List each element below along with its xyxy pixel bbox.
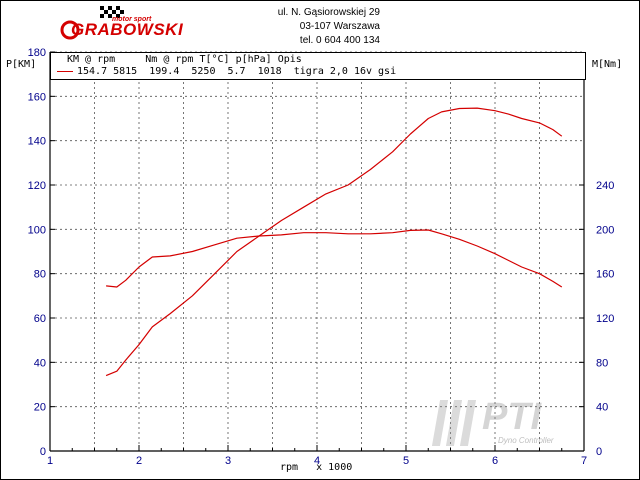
chart-tick-labels: 1 2 3 4 5 6 7020406080100120140160180040801201… (28, 47, 615, 467)
legend-entry-text: 154.7 5815 199.4 5250 5.7 1018 tigra 2,0… (77, 66, 397, 77)
company-logo: motor sport GRABOWSKI (60, 6, 200, 46)
watermark-subtitle: Dyno Controller (498, 436, 554, 445)
y-right-tick-label: 40 (596, 402, 608, 414)
y-left-tick-label: 180 (28, 47, 46, 59)
x-tick-label: 2 (136, 455, 142, 467)
x-tick-label: 5 (403, 455, 409, 467)
legend-entry: 154.7 5815 199.4 5250 5.7 1018 tigra 2,0… (57, 66, 396, 77)
y-axis-left-label: P[KM] (6, 59, 36, 70)
x-tick-label: 4 (314, 455, 320, 467)
y-right-tick-label: 160 (596, 269, 614, 281)
torque-curve (106, 229, 563, 288)
y-left-tick-label: 0 (40, 446, 46, 458)
legend-swatch (57, 70, 73, 72)
y-left-tick-label: 120 (28, 180, 46, 192)
y-left-tick-label: 80 (34, 269, 46, 281)
y-axis-right-label: M[Nm] (592, 59, 622, 70)
chart-axes (49, 51, 585, 452)
chart-grid (49, 51, 585, 451)
y-right-tick-label: 80 (596, 357, 608, 369)
phone-number: tel. 0 604 400 134 (299, 35, 380, 46)
x-axis-label: rpm x 1000 (280, 462, 352, 473)
y-right-tick-label: 240 (596, 180, 614, 192)
pti-watermark: PTI Dyno Controller (428, 396, 560, 452)
watermark-stripes-icon (431, 400, 480, 446)
y-left-tick-label: 60 (34, 313, 46, 325)
logo-graphic (60, 6, 124, 40)
x-tick-label: 6 (492, 455, 498, 467)
y-right-tick-label: 0 (596, 446, 602, 458)
logo-text: GRABOWSKI (71, 20, 184, 39)
power-curve (105, 107, 563, 377)
y-right-tick-label: 120 (596, 313, 614, 325)
contact-info: ul. N. Gąsiorowskiej 29 03-107 Warszawa … (230, 6, 380, 48)
y-left-tick-label: 100 (28, 224, 46, 236)
y-left-tick-label: 140 (28, 136, 46, 148)
logo-tagline: motor sport (112, 16, 152, 23)
y-left-tick-label: 160 (28, 91, 46, 103)
address-line-1: ul. N. Gąsiorowskiej 29 (277, 7, 380, 18)
chart-curves (105, 107, 563, 377)
watermark-text: PTI (482, 396, 542, 438)
y-right-tick-label: 200 (596, 224, 614, 236)
x-tick-label: 7 (581, 455, 587, 467)
address-line-2: 03-107 Warszawa (299, 21, 380, 32)
y-left-tick-label: 40 (34, 357, 46, 369)
x-tick-label: 1 (47, 455, 53, 467)
x-tick-label: 3 (225, 455, 231, 467)
legend-header: KM @ rpm Nm @ rpm T[°C] p[hPa] Opis (67, 54, 302, 65)
y-left-tick-label: 20 (34, 402, 46, 414)
chart-legend: KM @ rpm Nm @ rpm T[°C] p[hPa] Opis 154.… (50, 52, 586, 80)
